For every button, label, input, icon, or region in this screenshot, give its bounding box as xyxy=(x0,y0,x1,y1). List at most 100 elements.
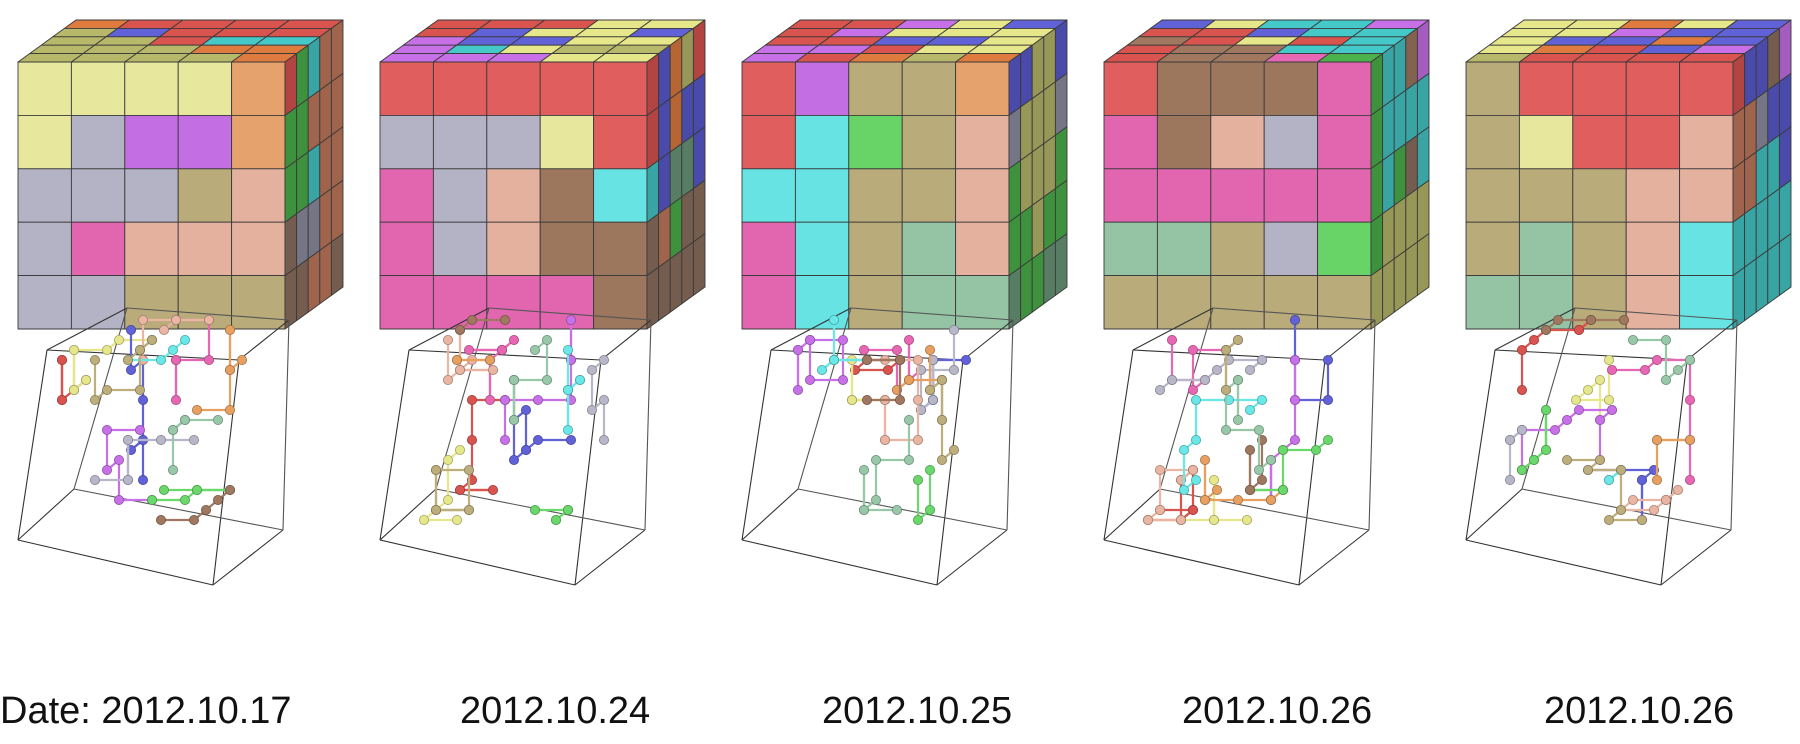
path-node xyxy=(1256,474,1267,485)
cube-cell xyxy=(1103,168,1158,223)
wire-edge xyxy=(1686,319,1738,361)
path-node xyxy=(1155,464,1166,475)
cube-cell xyxy=(1393,143,1407,206)
cube-cell xyxy=(1732,213,1746,277)
path-node xyxy=(488,484,499,495)
cube-cell xyxy=(1054,19,1068,83)
cube-cell xyxy=(1382,258,1395,322)
path-node xyxy=(870,494,881,505)
cube-cell xyxy=(1744,204,1757,268)
path-node xyxy=(586,404,597,415)
cube-cell xyxy=(646,53,660,116)
path-node xyxy=(1517,384,1528,395)
path-node xyxy=(236,354,247,365)
cube-cell xyxy=(1317,221,1372,277)
path-node xyxy=(467,434,478,445)
path-node xyxy=(1212,364,1223,375)
cube-cell xyxy=(1393,249,1407,313)
path-node xyxy=(499,394,510,405)
path-node xyxy=(520,404,531,415)
path-node xyxy=(1277,444,1288,455)
cube-cell xyxy=(486,61,541,116)
cube-cell xyxy=(1405,81,1418,145)
cube-cell xyxy=(1156,61,1212,116)
path-node xyxy=(1155,504,1166,515)
cube-cell xyxy=(1416,179,1430,243)
cube-cell xyxy=(1625,61,1681,116)
cube-cell xyxy=(1156,168,1212,223)
cube-cell xyxy=(17,61,72,116)
cube-cell xyxy=(432,114,488,170)
cube-cell xyxy=(379,168,434,223)
path-node xyxy=(155,434,166,445)
cube-cell xyxy=(658,44,671,108)
cube-cell xyxy=(1755,36,1769,100)
cube-cell xyxy=(1103,221,1158,277)
cube-cell xyxy=(901,114,957,170)
cube-cell xyxy=(901,275,957,330)
path-node xyxy=(1582,464,1593,475)
cube-cell xyxy=(658,204,671,268)
wire-edge xyxy=(1298,359,1326,586)
cube-cell xyxy=(486,168,541,223)
cube-cell xyxy=(1043,134,1056,198)
path-node xyxy=(1594,454,1605,465)
path-node xyxy=(443,374,454,385)
path-node xyxy=(1636,474,1647,485)
path-node xyxy=(488,364,499,375)
wire-edge xyxy=(574,359,602,586)
cube-cell xyxy=(669,249,683,313)
path-node xyxy=(499,314,510,325)
path-node xyxy=(924,344,935,355)
path-node xyxy=(858,344,869,355)
cube-cell xyxy=(1317,168,1372,223)
path-node xyxy=(1517,464,1528,475)
path-node xyxy=(1585,314,1596,325)
cube-cell xyxy=(284,53,298,116)
cube-cell xyxy=(593,168,648,223)
path-node xyxy=(1289,434,1300,445)
path-node xyxy=(574,374,585,385)
path-node xyxy=(1244,444,1255,455)
path-node xyxy=(419,515,430,526)
path-node xyxy=(81,374,92,385)
cube-cell xyxy=(1679,114,1734,170)
path-node xyxy=(903,414,914,425)
path-node xyxy=(431,504,442,515)
path-node xyxy=(114,334,125,345)
path-node xyxy=(532,434,543,445)
path-node xyxy=(1529,454,1540,465)
path-node xyxy=(936,454,947,465)
path-node xyxy=(123,434,134,445)
cube-cell xyxy=(901,61,957,116)
cube-cell xyxy=(1263,221,1319,277)
path-node xyxy=(134,424,145,435)
path-node xyxy=(1179,444,1190,455)
path-node xyxy=(936,374,947,385)
path-node xyxy=(1651,474,1662,485)
path-node xyxy=(1684,354,1695,365)
path-node xyxy=(203,354,214,365)
path-node xyxy=(891,504,902,515)
cube-cell xyxy=(681,134,694,198)
cube-cell xyxy=(692,179,706,243)
cube-cell xyxy=(330,179,344,243)
path-node xyxy=(565,314,576,325)
cube-cell xyxy=(1370,159,1384,223)
path-node xyxy=(188,434,199,445)
wire-edge xyxy=(1465,539,1662,586)
cube-cell xyxy=(1043,81,1056,145)
cube-cell xyxy=(1008,53,1022,116)
path-node xyxy=(188,515,199,526)
cube-cell xyxy=(848,114,903,170)
path-node xyxy=(212,494,223,505)
wire-cube-3 xyxy=(741,307,1014,586)
cube-cell xyxy=(1156,275,1212,330)
cube-cell xyxy=(296,204,309,268)
wire-edge xyxy=(46,307,128,351)
path-node xyxy=(598,434,609,445)
cube-cell xyxy=(284,106,298,170)
cube-cell xyxy=(319,81,332,145)
path-node xyxy=(1265,494,1276,505)
